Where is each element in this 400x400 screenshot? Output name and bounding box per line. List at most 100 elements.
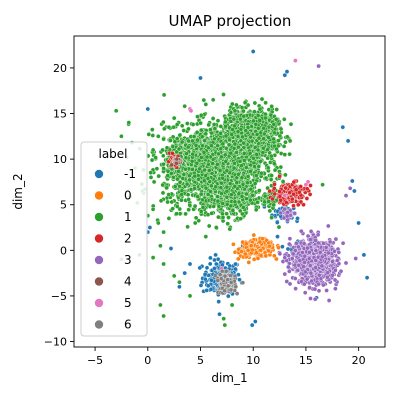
point <box>192 203 198 209</box>
point <box>174 156 180 162</box>
point <box>274 256 279 262</box>
point <box>243 128 249 133</box>
point <box>198 127 204 133</box>
point <box>267 243 272 249</box>
point <box>241 140 246 146</box>
point <box>170 150 175 156</box>
point <box>255 256 261 261</box>
point <box>150 206 156 212</box>
point <box>212 257 217 263</box>
point <box>218 180 224 186</box>
point <box>181 172 187 177</box>
point <box>316 281 322 287</box>
point <box>283 185 289 191</box>
point <box>229 302 235 308</box>
point <box>304 276 310 282</box>
point <box>202 276 208 282</box>
point <box>255 113 261 118</box>
point <box>308 183 313 188</box>
point <box>213 252 218 258</box>
point <box>276 224 282 230</box>
point <box>185 192 191 197</box>
point <box>169 199 175 205</box>
point <box>224 188 230 194</box>
point <box>187 177 192 183</box>
point <box>284 213 290 219</box>
point <box>261 125 266 131</box>
point <box>224 201 230 207</box>
point <box>325 274 330 280</box>
point <box>259 96 265 102</box>
point <box>364 275 370 281</box>
point <box>271 122 277 127</box>
point <box>292 276 298 281</box>
point <box>235 171 241 177</box>
point <box>266 199 272 204</box>
point <box>330 259 335 264</box>
point <box>256 188 262 193</box>
point <box>324 288 329 293</box>
point <box>223 124 228 129</box>
point <box>252 164 257 169</box>
point <box>198 283 204 288</box>
point <box>210 116 216 121</box>
point <box>217 168 223 173</box>
point <box>276 138 281 143</box>
point <box>158 198 164 204</box>
point <box>268 177 274 182</box>
point <box>296 262 302 268</box>
point <box>259 170 264 176</box>
point <box>204 154 210 160</box>
point <box>197 265 203 271</box>
point <box>195 194 200 199</box>
point <box>308 270 314 276</box>
point <box>278 197 284 203</box>
point <box>228 110 234 115</box>
point <box>171 174 176 180</box>
point <box>217 311 222 317</box>
point <box>231 145 237 151</box>
point <box>203 102 209 107</box>
point <box>257 118 263 123</box>
point <box>213 184 218 190</box>
point <box>201 97 207 103</box>
point <box>244 196 249 201</box>
point <box>239 175 245 181</box>
point <box>113 108 119 114</box>
point <box>251 256 257 262</box>
point <box>126 120 132 125</box>
point <box>238 116 243 122</box>
point <box>154 166 160 171</box>
point <box>253 207 259 213</box>
chart-title: UMAP projection <box>169 12 292 30</box>
point <box>204 288 209 293</box>
point <box>234 102 239 108</box>
point <box>285 264 291 270</box>
point <box>265 165 271 171</box>
point <box>218 131 223 136</box>
point <box>293 58 298 63</box>
point <box>158 302 163 308</box>
point <box>266 135 271 140</box>
point <box>183 211 188 217</box>
point <box>249 138 255 144</box>
point <box>190 151 195 157</box>
point <box>218 146 224 152</box>
point <box>211 204 216 209</box>
point <box>285 246 291 252</box>
point <box>282 72 288 78</box>
point <box>313 265 319 270</box>
point <box>255 200 260 205</box>
point <box>146 132 152 137</box>
point <box>340 240 346 246</box>
point <box>209 210 214 216</box>
point <box>250 49 256 54</box>
point <box>227 137 232 143</box>
point <box>249 322 255 328</box>
point <box>290 251 296 257</box>
point <box>171 115 177 121</box>
point <box>356 220 361 226</box>
point <box>260 150 266 155</box>
point <box>208 127 213 132</box>
point <box>220 215 226 220</box>
